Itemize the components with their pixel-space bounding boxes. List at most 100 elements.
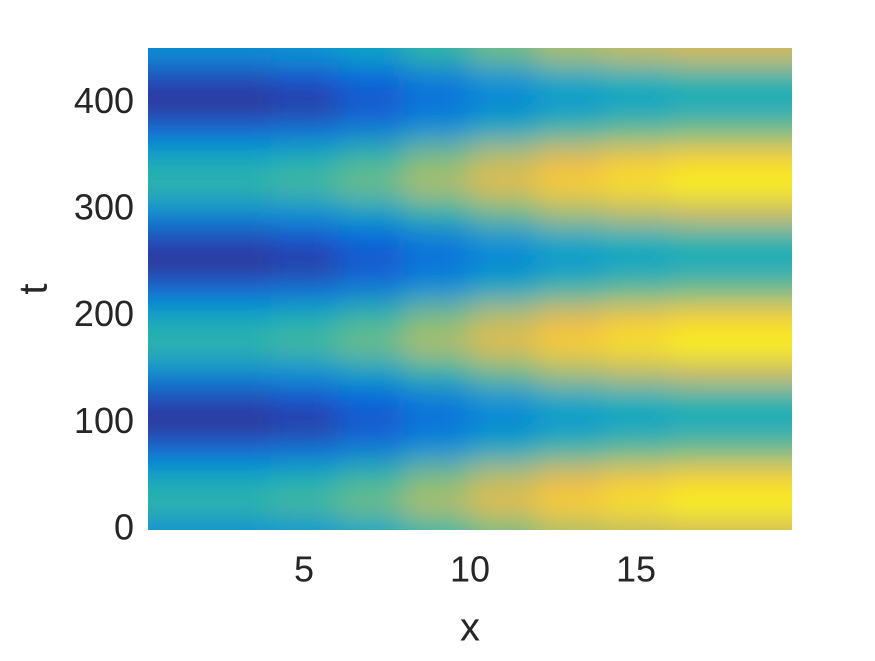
y-tick-label: 200 [74,293,134,334]
contour-cell [536,356,604,384]
contour-cell [337,143,405,171]
contour-cell [270,356,338,384]
contour-cell [204,90,272,118]
contour-cell [669,223,737,251]
contour-cell [669,196,737,224]
contour-cell [602,276,670,304]
y-tick-label: 400 [74,80,134,121]
contour-cell [669,63,737,91]
contour-cell [204,436,272,464]
contour-cell [470,303,537,331]
contour-cell [735,463,792,491]
contour-cell [403,48,471,64]
contour-cell [270,490,338,518]
contour-cell [470,490,537,518]
contour-cell [669,490,737,518]
contour-cell [204,170,272,198]
contour-cell [337,436,405,464]
contour-cell [536,250,604,278]
contour-cell [735,303,792,331]
contour-cell [669,436,737,464]
contour-cell [470,410,537,438]
contour-cell [536,116,604,144]
contour-cell [270,170,338,198]
contour-cell [148,250,205,278]
contour-cell [669,463,737,491]
contour-cell [403,303,471,331]
contour-cell [148,303,205,331]
contour-cell [148,48,205,64]
contour-cell [337,356,405,384]
contour-cell [735,356,792,384]
contour-cell [148,516,205,530]
contour-cell [403,276,471,304]
contour-cell [403,490,471,518]
contour-cell [204,143,272,171]
contour-cell [204,196,272,224]
x-tick-label: 10 [450,549,490,590]
contour-cell [204,250,272,278]
contour-cell [602,63,670,91]
contour-cell [337,48,405,64]
contour-cell [536,436,604,464]
contour-cell [470,383,537,411]
contour-cell [337,196,405,224]
contour-cell [270,250,338,278]
contour-cell [536,63,604,91]
contour-cell [470,170,537,198]
contour-cell [602,383,670,411]
contour-cell [669,410,737,438]
contour-cell [148,143,205,171]
contour-cell [270,330,338,358]
contour-cell [602,90,670,118]
contour-cell [403,516,471,530]
contour-cell [470,250,537,278]
contour-cell [337,410,405,438]
contour-cell [204,116,272,144]
contour-cell [536,330,604,358]
contour-cell [470,330,537,358]
contour-cell [536,90,604,118]
contour-cell [148,356,205,384]
contour-cell [470,48,537,64]
contour-cell [204,330,272,358]
y-tick-label: 0 [114,507,134,548]
contour-cell [735,383,792,411]
contour-cell [337,490,405,518]
contour-cell [403,63,471,91]
contour-cell [536,170,604,198]
x-axis-label: x [460,606,480,650]
contour-cell [204,223,272,251]
contour-cell [669,48,737,64]
contour-cell [148,196,205,224]
contour-cell [270,196,338,224]
contour-cell [602,410,670,438]
contour-cell [403,436,471,464]
contour-field [148,48,792,530]
contour-cell [337,330,405,358]
contour-cell [148,116,205,144]
contour-cell [602,436,670,464]
contour-cell [470,223,537,251]
y-tick-label: 100 [74,400,134,441]
contour-cell [735,48,792,64]
contour-cell [669,330,737,358]
contour-cell [148,463,205,491]
contour-cell [337,63,405,91]
contour-cell [602,303,670,331]
contour-cell [735,330,792,358]
contour-cell [270,303,338,331]
contour-cell [602,196,670,224]
contour-cell [148,383,205,411]
contour-cell [536,410,604,438]
contour-cell [669,170,737,198]
contour-cell [403,143,471,171]
contour-cell [602,223,670,251]
contour-cell [602,250,670,278]
contour-cell [536,490,604,518]
x-tick-label: 15 [616,549,656,590]
contour-cell [337,463,405,491]
contour-cell [270,143,338,171]
contour-cell [536,383,604,411]
